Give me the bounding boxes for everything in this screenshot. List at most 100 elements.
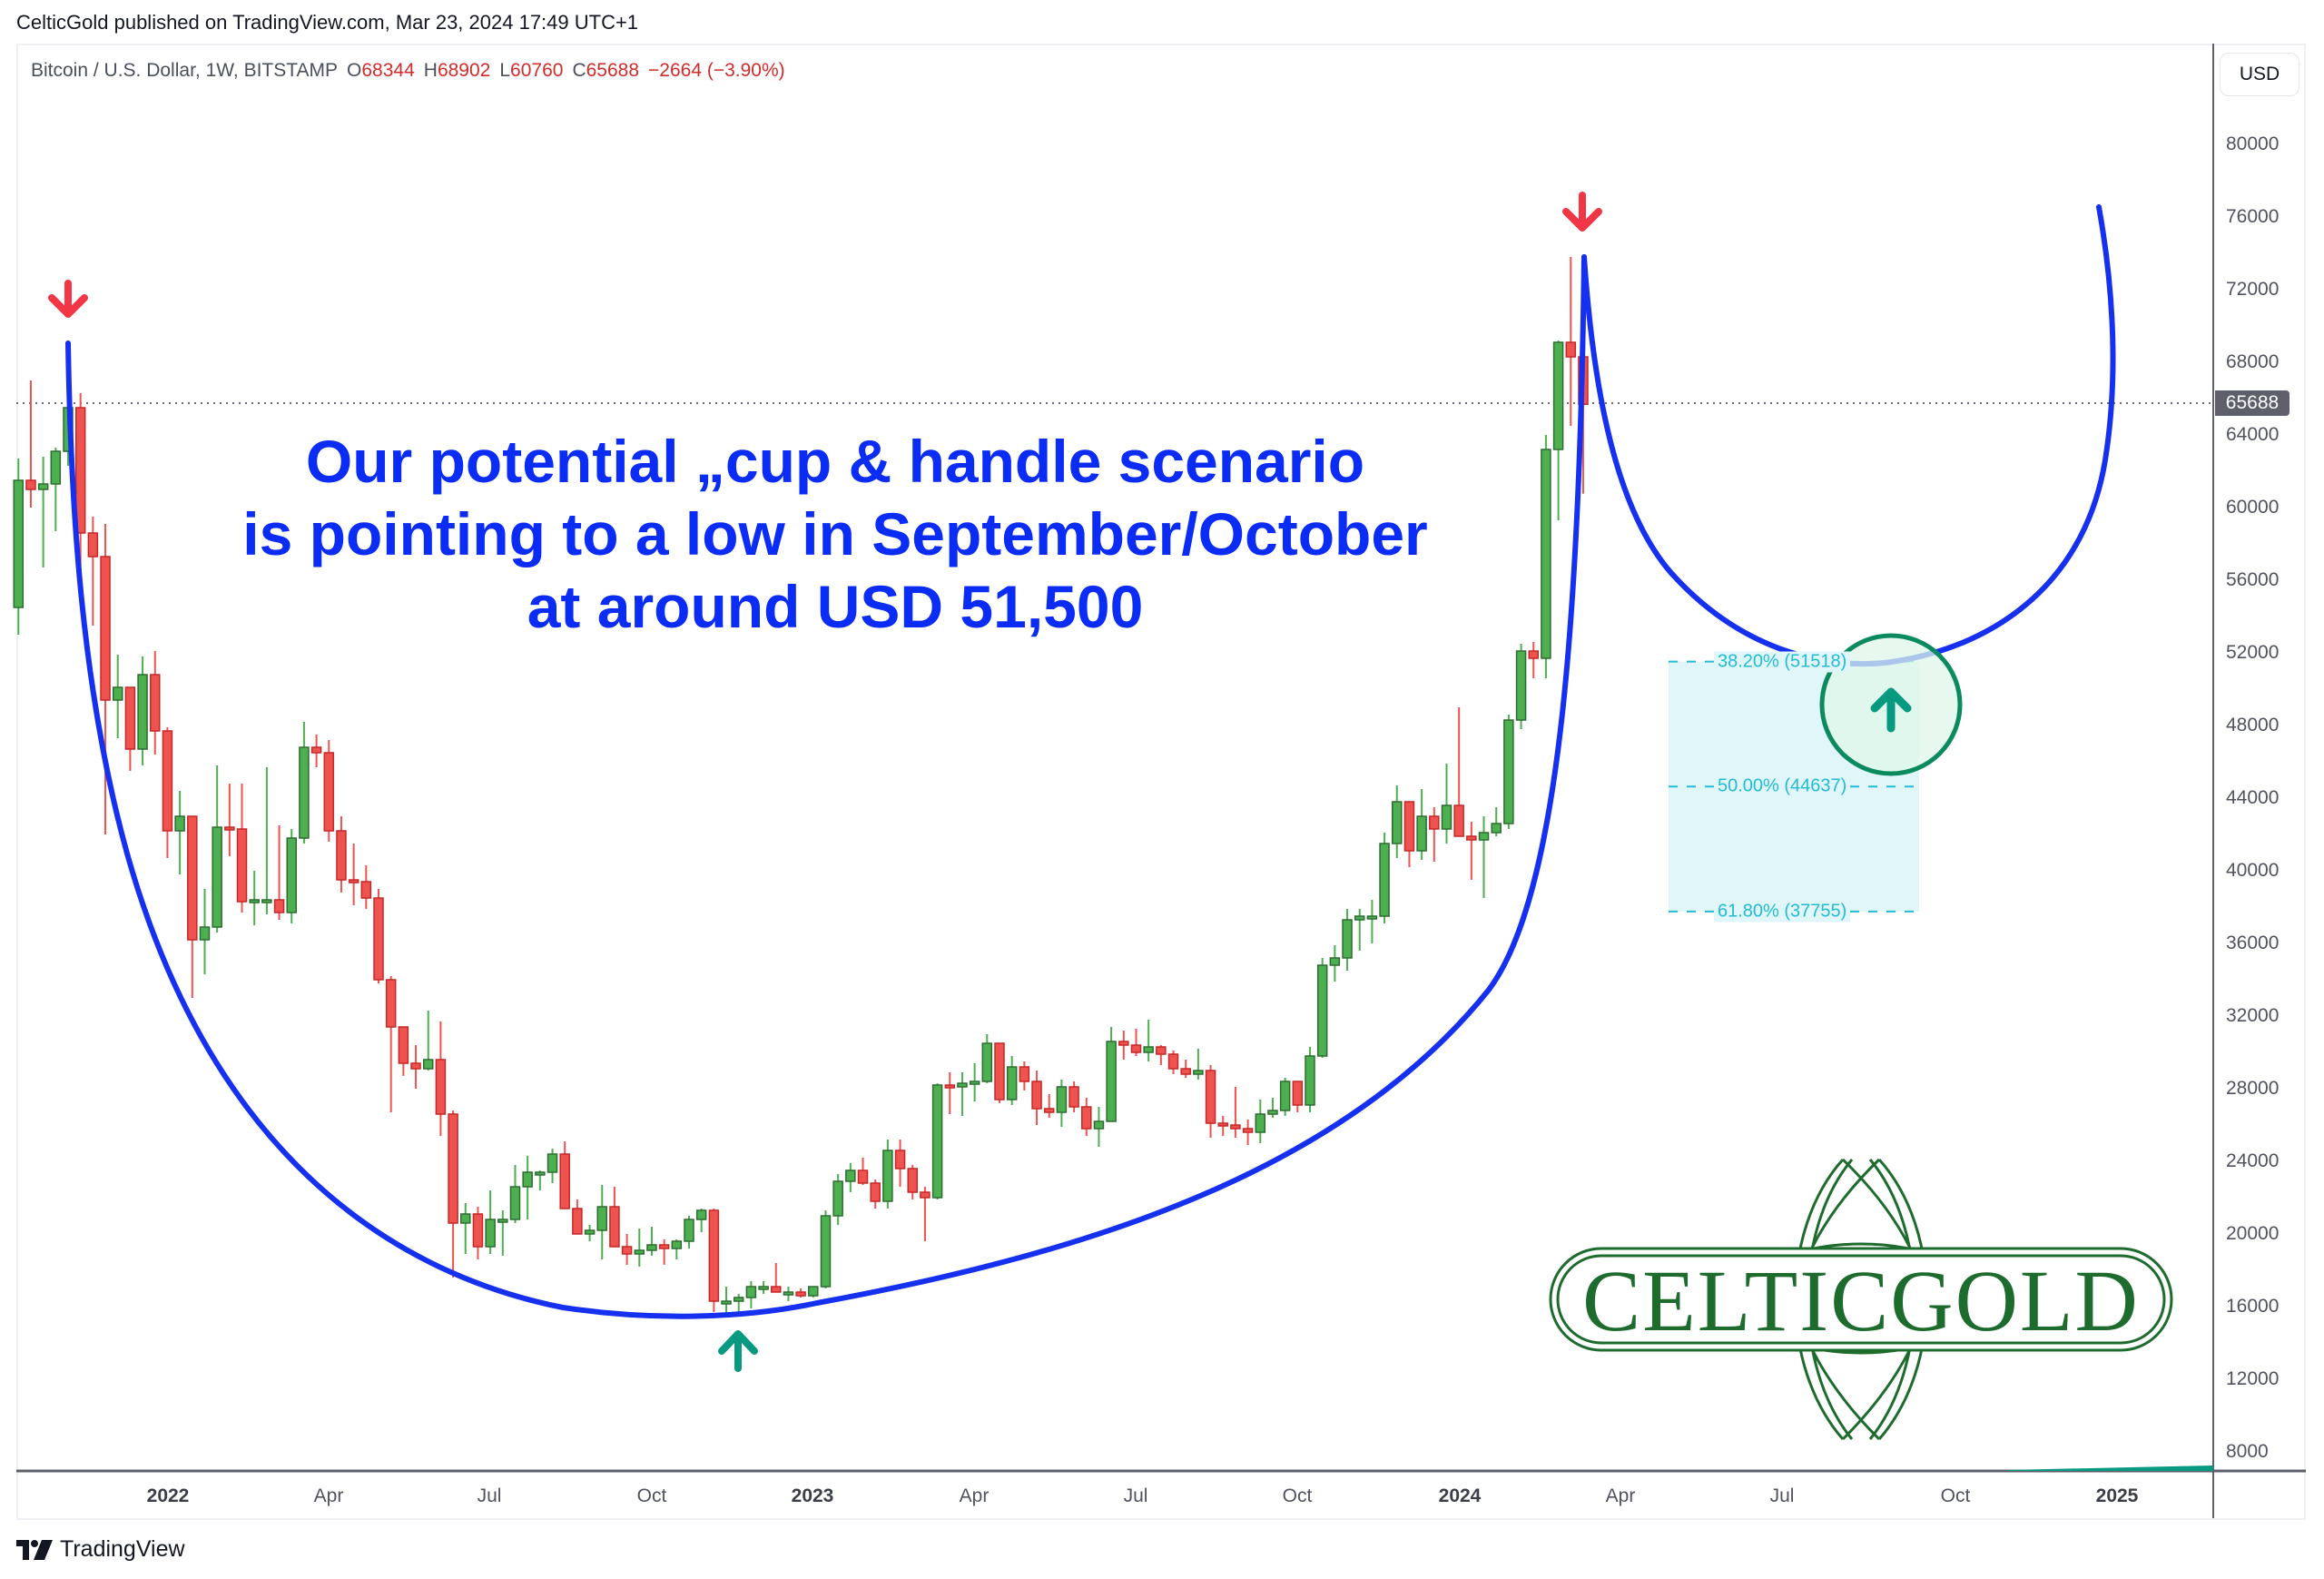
candle — [1205, 1065, 1216, 1138]
candle — [870, 1179, 881, 1209]
price-tick-label: 76000 — [2226, 206, 2280, 227]
candle — [249, 871, 260, 925]
candle — [1217, 1116, 1228, 1136]
candle — [323, 740, 335, 842]
time-tick-label: Oct — [1940, 1485, 1971, 1506]
time-tick-label: Apr — [1605, 1485, 1636, 1506]
candle — [1429, 807, 1440, 862]
candle — [1528, 642, 1539, 678]
price-tick-label: 72000 — [2226, 279, 2280, 300]
candle — [124, 686, 136, 771]
candle — [187, 815, 198, 998]
candle — [410, 1045, 421, 1089]
time-tick-label: 2023 — [791, 1485, 834, 1506]
symbol-legend[interactable]: Bitcoin / U.S. Dollar, 1W, BITSTAMP O6834… — [31, 60, 785, 81]
candle — [596, 1185, 607, 1259]
time-tick-label: 2022 — [146, 1485, 190, 1506]
candle — [74, 393, 86, 587]
candle — [1267, 1098, 1278, 1118]
candle — [708, 1209, 720, 1312]
candle — [1342, 909, 1353, 971]
analysis-annotation: Our potential „cup & handle scenario is … — [163, 425, 1507, 643]
candle — [994, 1042, 1005, 1103]
candle — [957, 1072, 968, 1116]
candle — [1156, 1045, 1167, 1065]
candle — [100, 524, 111, 834]
candle — [783, 1287, 794, 1301]
time-tick-label: Jul — [1123, 1485, 1148, 1506]
candle — [1329, 945, 1341, 982]
candlestick-series — [13, 257, 1589, 1316]
candle — [1143, 1020, 1154, 1061]
candle — [1441, 764, 1452, 844]
candle — [745, 1281, 757, 1308]
annotation-line-3: at around USD 51,500 — [527, 573, 1144, 640]
candle — [112, 655, 123, 738]
candle — [1354, 909, 1365, 951]
candle — [857, 1158, 869, 1185]
fib-level-label: 61.80% (37755) — [1714, 901, 1851, 923]
currency-button[interactable]: USD — [2220, 53, 2299, 96]
price-tick-label: 36000 — [2226, 933, 2280, 953]
tradingview-logo[interactable]: TradingView — [16, 1536, 185, 1563]
published-caption: CelticGold published on TradingView.com,… — [16, 11, 639, 34]
candle — [1193, 1049, 1204, 1080]
candle — [212, 765, 222, 933]
candle — [497, 1210, 508, 1256]
last-price-tag: 65688 — [2215, 390, 2290, 416]
candle — [1305, 1047, 1315, 1112]
handle-curve[interactable] — [1581, 204, 2116, 667]
candle — [969, 1063, 980, 1101]
price-tick-label: 12000 — [2226, 1368, 2280, 1389]
candle — [1006, 1056, 1018, 1105]
candle — [1403, 801, 1415, 867]
price-tick-label: 64000 — [2226, 424, 2280, 445]
candle — [261, 767, 272, 914]
candle — [1180, 1060, 1191, 1078]
candle — [1056, 1080, 1068, 1127]
candle — [360, 865, 372, 909]
candle — [1106, 1027, 1117, 1122]
candle — [199, 889, 211, 974]
candle — [621, 1234, 633, 1265]
candle — [658, 1239, 670, 1265]
candle — [1043, 1094, 1055, 1118]
ohlc-low: 60760 — [510, 60, 564, 81]
candle — [1279, 1078, 1291, 1116]
ohlc-open: 68344 — [361, 60, 415, 81]
time-tick-label: Apr — [313, 1485, 344, 1506]
price-tick-label: 24000 — [2226, 1150, 2280, 1171]
candle — [671, 1239, 683, 1259]
price-tick-label: 68000 — [2226, 351, 2280, 372]
candle — [981, 1034, 993, 1083]
candle — [286, 829, 297, 923]
svg-text:CELTICGOLD: CELTICGOLD — [1582, 1252, 2140, 1349]
candle — [758, 1281, 769, 1294]
annotation-line-1: Our potential „cup & handle scenario — [305, 428, 1365, 495]
candle — [472, 1207, 484, 1259]
price-tick-label: 8000 — [2226, 1441, 2269, 1462]
price-tick-label: 60000 — [2226, 497, 2280, 518]
time-tick-label: Oct — [1282, 1485, 1313, 1506]
candle — [50, 448, 62, 531]
candle — [634, 1229, 645, 1267]
candle — [1541, 435, 1551, 678]
target-highlight[interactable] — [1819, 633, 1963, 776]
candle — [1392, 785, 1403, 858]
candle — [1130, 1029, 1142, 1056]
ohlc-change: −2664 (−3.90%) — [648, 60, 785, 81]
candle — [422, 1011, 434, 1071]
time-tick-label: Oct — [636, 1485, 667, 1506]
candle — [1379, 833, 1390, 923]
candle — [1292, 1081, 1304, 1112]
time-tick-label: Jul — [1769, 1485, 1795, 1506]
candle — [336, 816, 347, 893]
tradingview-icon — [16, 1539, 53, 1560]
candle — [348, 844, 359, 905]
candle — [1167, 1051, 1179, 1074]
candle — [584, 1225, 596, 1241]
candle — [845, 1163, 856, 1192]
candle — [398, 1026, 409, 1076]
cup-curve[interactable] — [65, 254, 1587, 1319]
